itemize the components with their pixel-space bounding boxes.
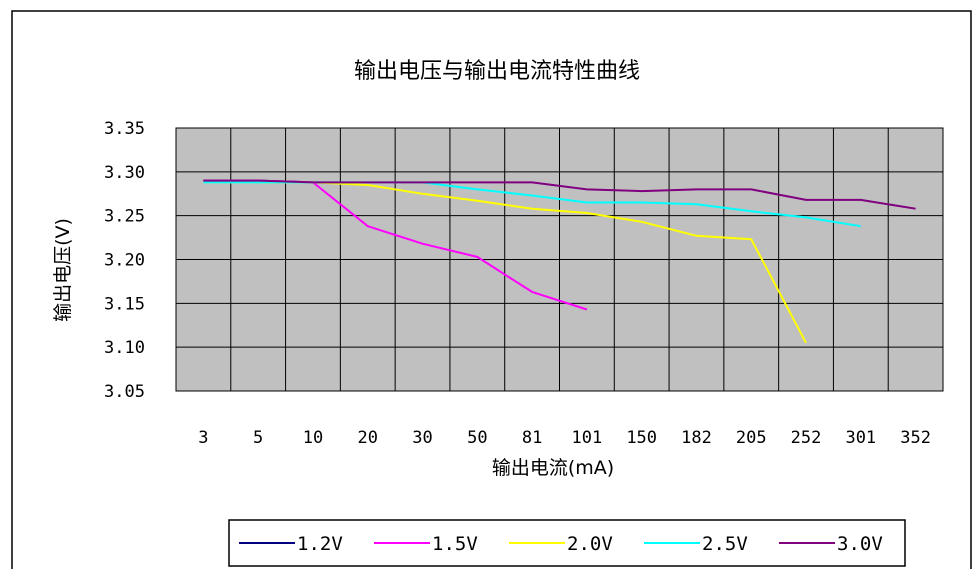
x-tick-label: 101	[572, 428, 603, 448]
series-line-3-0v	[203, 179, 916, 210]
x-tick-label: 150	[626, 428, 657, 448]
x-tick-label: 182	[681, 428, 712, 448]
x-tick-label: 50	[467, 428, 487, 448]
y-tick-labels: 3.35 3.30 3.25 3.20 3.15 3.10 3.05	[104, 119, 145, 402]
legend-label: 1.2V	[297, 533, 343, 555]
y-tick-label: 3.15	[104, 294, 145, 314]
x-tick-label: 10	[303, 428, 323, 448]
y-tick-label: 3.10	[104, 338, 145, 358]
y-tick-label: 3.35	[104, 119, 145, 139]
x-tick-label: 301	[845, 428, 876, 448]
x-tick-label: 20	[358, 428, 378, 448]
y-tick-label: 3.20	[104, 251, 145, 271]
x-tick-label: 252	[791, 428, 822, 448]
legend-label: 2.5V	[702, 533, 748, 555]
x-tick-label: 205	[736, 428, 767, 448]
y-tick-label: 3.05	[104, 382, 145, 402]
x-tick-label: 5	[253, 428, 263, 448]
x-tick-label: 352	[900, 428, 931, 448]
y-tick-label: 3.25	[104, 207, 145, 227]
y-tick-label: 3.30	[104, 163, 145, 183]
legend: 1.2V 1.5V 2.0V 2.5V 3.0V	[239, 533, 883, 555]
gridlines	[176, 128, 943, 391]
x-tick-label: 3	[198, 428, 208, 448]
y-axis-label: 输出电压(V)	[52, 218, 74, 322]
chart-title: 输出电压与输出电流特性曲线	[354, 59, 640, 84]
series-layer	[203, 179, 916, 344]
legend-label: 3.0V	[837, 533, 883, 555]
legend-label: 2.0V	[567, 533, 613, 555]
legend-label: 1.5V	[432, 533, 478, 555]
x-tick-label: 81	[522, 428, 542, 448]
x-tick-label: 30	[412, 428, 432, 448]
x-axis-label: 输出电流(mA)	[492, 457, 614, 479]
x-tick-labels: 3 5 10 20 30 50 81 101 150 182 205 252 301 352	[198, 428, 931, 448]
